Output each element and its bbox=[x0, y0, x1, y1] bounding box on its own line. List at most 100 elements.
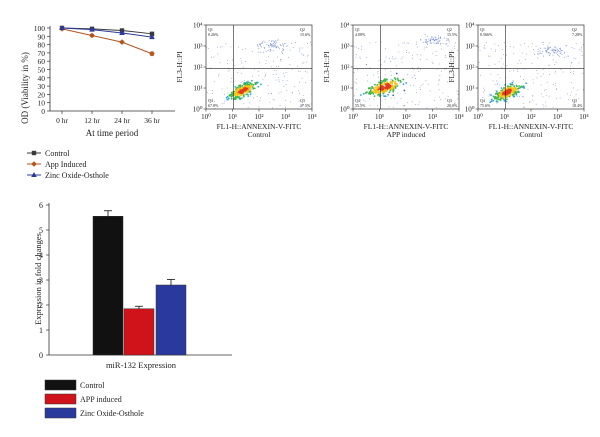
flow-dot bbox=[378, 60, 380, 62]
flow-dot bbox=[271, 41, 273, 43]
flow-dot bbox=[453, 74, 455, 76]
flow-dot bbox=[516, 95, 518, 97]
flow-dot bbox=[437, 43, 439, 45]
flow-dot bbox=[386, 88, 389, 90]
flow-dot bbox=[438, 41, 440, 43]
flow-dot bbox=[583, 89, 585, 91]
flow-dot bbox=[549, 74, 551, 76]
flow-ytick-label: 10⁰ bbox=[465, 106, 475, 114]
line-chart-xlabel: At time period bbox=[86, 128, 139, 138]
bar-legend-swatch bbox=[44, 407, 77, 419]
flow-dot bbox=[554, 46, 556, 48]
flow-dot bbox=[501, 67, 503, 69]
line-point bbox=[59, 25, 65, 30]
flow-dot bbox=[500, 97, 503, 100]
flow-dot bbox=[543, 55, 545, 57]
flow-dot bbox=[568, 98, 570, 100]
flow-dot bbox=[405, 82, 408, 84]
flow-dot bbox=[393, 86, 396, 89]
flow-dot bbox=[270, 92, 272, 94]
flow-dot bbox=[509, 82, 512, 85]
flow-dot bbox=[453, 103, 455, 105]
flow-dot bbox=[372, 90, 375, 93]
flow-dot bbox=[431, 39, 433, 41]
flow-dot bbox=[534, 53, 536, 55]
flow-dot bbox=[292, 46, 294, 48]
flow-dot bbox=[419, 89, 421, 91]
flow-dot bbox=[581, 54, 583, 56]
flow-dot bbox=[273, 45, 275, 47]
flow-dot bbox=[220, 46, 222, 48]
flow-dot bbox=[239, 92, 242, 94]
line-chart-ytick-label: 40 bbox=[38, 74, 46, 83]
flow-dot bbox=[497, 96, 500, 99]
flow-dot bbox=[225, 96, 228, 99]
flow-dot bbox=[370, 87, 373, 90]
flow-xlabel: FL1-H::ANNEXIN-V-FITC bbox=[489, 122, 574, 131]
flow-xtick-label: 10¹ bbox=[228, 113, 237, 121]
flow-dot bbox=[582, 72, 584, 74]
flow-dot bbox=[392, 106, 394, 108]
line-point bbox=[119, 29, 125, 35]
flow-dot bbox=[495, 49, 497, 51]
flow-dot bbox=[395, 72, 398, 75]
flow-dot bbox=[414, 74, 416, 76]
flow-dot bbox=[426, 43, 429, 46]
flow-dot bbox=[248, 86, 251, 89]
flow-q1-label: Q1 bbox=[355, 27, 360, 32]
flow-dot bbox=[244, 83, 247, 86]
line-legend-item: Control bbox=[27, 149, 70, 158]
flow-dot bbox=[387, 93, 389, 96]
flow-dot bbox=[429, 90, 431, 92]
flow-dot bbox=[306, 55, 308, 57]
flow-dot bbox=[277, 77, 279, 79]
flow-dot bbox=[506, 85, 509, 88]
flow-dot bbox=[268, 46, 270, 48]
line-point bbox=[149, 34, 155, 40]
flow-dot bbox=[386, 78, 388, 81]
flow-dot bbox=[509, 94, 511, 97]
flow-dot bbox=[299, 92, 301, 94]
flow-dot bbox=[581, 46, 583, 48]
flow-dot bbox=[500, 90, 503, 93]
flow-dot bbox=[247, 95, 250, 97]
line-series bbox=[59, 25, 155, 40]
flow-dot bbox=[582, 44, 584, 46]
flow-dot bbox=[578, 49, 580, 51]
flow-dot bbox=[547, 49, 549, 51]
flow-q4-value: 67.8% bbox=[208, 103, 219, 108]
flow-xtick-label: 10⁴ bbox=[454, 113, 464, 121]
flow-dot bbox=[214, 101, 216, 103]
line-point bbox=[89, 26, 95, 32]
flow-dot bbox=[299, 47, 301, 49]
flow-dot bbox=[238, 84, 240, 87]
flow-dot bbox=[257, 43, 259, 45]
bar-group bbox=[92, 210, 124, 356]
flow-dot bbox=[496, 102, 498, 104]
flow-q4-label: Q4 bbox=[480, 98, 485, 103]
flow-dot bbox=[398, 44, 400, 46]
flow-dot bbox=[377, 71, 379, 73]
flow-q2-value: 7.28% bbox=[572, 32, 583, 37]
flow-dot bbox=[381, 83, 384, 86]
flow-dot bbox=[422, 83, 424, 85]
flow-dot bbox=[425, 80, 427, 82]
flow-dot bbox=[237, 87, 240, 90]
flow-dot bbox=[400, 98, 402, 100]
flow-dot bbox=[440, 70, 442, 72]
flow-dot bbox=[432, 62, 434, 64]
flow-dot bbox=[360, 107, 362, 109]
flow-dot bbox=[456, 90, 458, 92]
flow-dot bbox=[259, 45, 261, 47]
flow-dot bbox=[448, 41, 450, 43]
flow-q4-label: Q4 bbox=[208, 98, 213, 103]
flow-dot bbox=[415, 92, 417, 94]
flow-dot bbox=[298, 90, 300, 92]
flow-dot bbox=[438, 84, 440, 86]
flow-dot bbox=[454, 102, 456, 104]
flow-dot bbox=[246, 81, 249, 83]
flow-dot bbox=[520, 62, 522, 64]
flow-dot bbox=[271, 66, 273, 68]
